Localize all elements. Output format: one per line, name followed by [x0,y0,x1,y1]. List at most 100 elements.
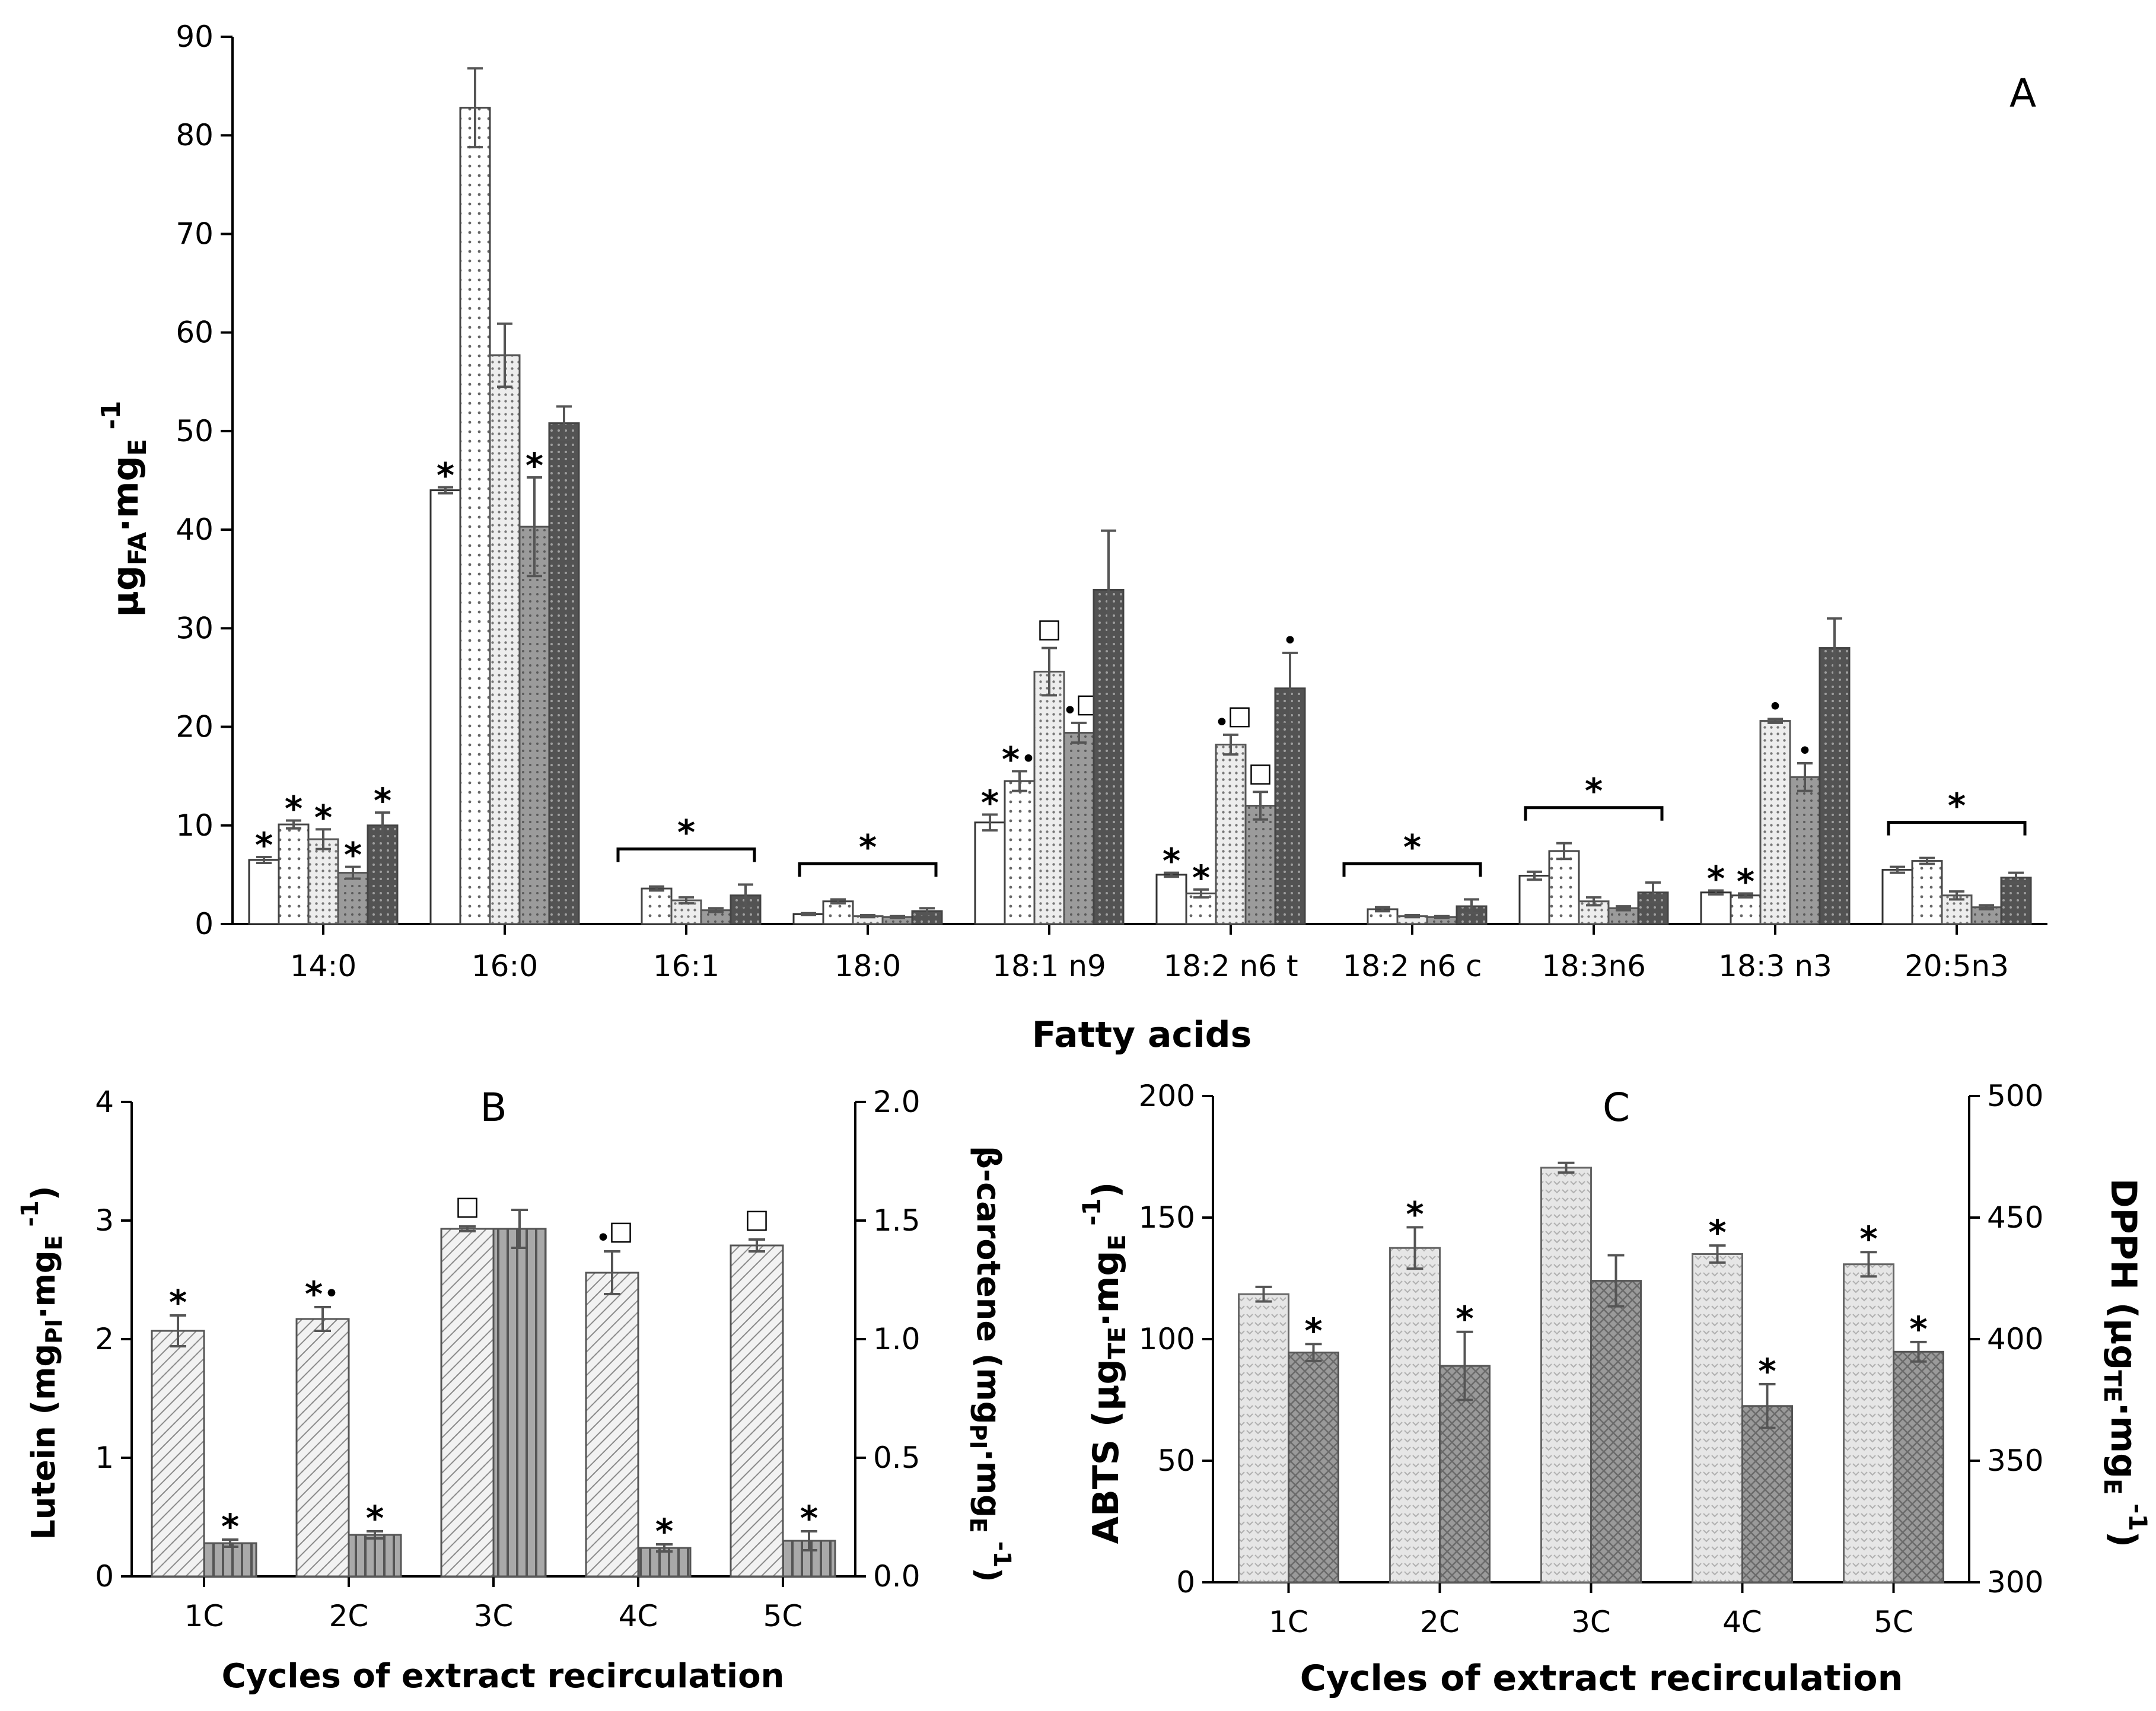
panel-c-left-tick-label: 150 [1139,1200,1195,1235]
panel-a-bracket-mark: * [859,827,877,867]
panel-c-bar-3C-right [1590,1280,1642,1583]
panel-a-group-bracket [1524,806,1664,821]
panel-a-bar-16-0-s5 [548,422,580,925]
panel-c-x-tick-label: 4C [1722,1605,1762,1639]
panel-c-mark-0: * [1909,1309,1927,1349]
panel-c-mark-0: * [1406,1194,1423,1234]
panel-a-mark-0: • [1768,692,1783,722]
panel-a-y-axis-label: μgFA·mgE -1 [96,401,152,617]
panel-b-x-tick-label: 3C [474,1599,514,1633]
panel-b-left-tick-label: 1 [95,1441,114,1475]
panel-b-bar-5C-left [730,1244,784,1578]
panel-a-bar-20-5n3-s5 [2000,877,2032,925]
panel-a-bar-14-0-s1 [248,859,280,925]
panel-a-mark-0: • [1214,708,1230,738]
panel-b-mark-0: * [305,1274,323,1314]
panel-a-mark-0: * [314,797,332,837]
panel-c-bar-3C-left [1540,1167,1592,1583]
panel-c-x-tick-label: 2C [1420,1605,1460,1639]
panel-b-left-tick-label: 4 [95,1085,114,1119]
panel-a-bar-14-0-s5 [367,824,399,925]
panel-b-x-axis-label: Cycles of extract recirculation [222,1657,785,1696]
panel-a-bar-14-0-s3 [307,838,339,925]
panel-a-mark-0: * [1002,739,1020,779]
panel-a-bar-16-0-s1 [429,489,461,925]
panel-c-bar-1C-right [1288,1352,1339,1583]
panel-a-title: A [2009,71,2036,116]
panel-c-left-axis-label: ABTS (μgTE·mgE -1) [1077,1182,1131,1544]
panel-b-left-tick-label: 2 [95,1322,114,1356]
panel-a-bar-18-3-n3-s3 [1759,720,1791,925]
panel-a-bracket-mark: * [1403,827,1421,867]
panel-a-x-tick-label: 18:0 [835,949,901,983]
panel-b-right-tick-label: 0.0 [873,1559,921,1594]
panel-c-left-tick-label: 50 [1157,1444,1195,1478]
panel-b-mark-0: * [169,1282,187,1323]
panel-c-bar-5C-right [1893,1350,1944,1583]
panel-b-x-tick-label: 5C [763,1599,803,1633]
panel-a-y-tick-label: 30 [176,611,214,645]
panel-a-mark-0: * [285,788,302,829]
panel-a-x-tick-label: 14:0 [290,949,356,983]
panel-b-mark-1: • [324,1279,339,1309]
panel-b: B Cycles of extract recirculation Lutein… [17,1085,1015,1696]
panel-c-title: C [1603,1085,1630,1130]
panel-c-x-tick-label: 3C [1571,1605,1611,1639]
panel-c-right-axis-label: DPPH (μgTE·mgE -1) [2098,1178,2152,1547]
panel-b-mark-0: * [655,1511,673,1551]
panel-a-mark-0: □ [1248,757,1273,788]
panel-b-mark-0: • [595,1223,611,1253]
panel-b-left-tick-label: 0 [95,1559,114,1594]
panel-a-x-axis-label: Fatty acids [1032,1014,1252,1056]
panel-a-bar-20-5n3-s2 [1911,860,1943,925]
panel-a-bracket-mark: * [677,813,695,853]
panel-b-right-axis-label: β-carotene (mgPI·mgE -1) [965,1146,1015,1582]
panel-b-x-tick-label: 2C [329,1599,369,1633]
panel-a-bar-16-1-s2 [641,887,673,925]
panel-a-bar-18-3n6-s1 [1518,875,1550,925]
panel-a-bar-18-1-n9-s3 [1033,670,1065,925]
panel-b-mark-0: □ [744,1204,769,1234]
panel-a-x-tick-label: 18:3n6 [1542,949,1646,983]
panel-a-y-tick-label: 60 [176,316,214,350]
panel-c-x-tick-label: 5C [1874,1605,1913,1639]
panel-c-bar-5C-left [1843,1263,1894,1583]
panel-a-bar-18-1-n9-s1 [974,821,1006,925]
panel-a-mark-0: * [437,455,454,496]
panel-b-mark-0: □ [455,1191,480,1221]
panel-a-x-tick-label: 18:3 n3 [1718,949,1832,983]
panel-a-x-tick-label: 18:2 n6 t [1163,949,1298,983]
panel-b-right-tick-label: 1.5 [873,1203,921,1238]
panel-a-bar-18-1-n9-s4 [1063,732,1095,925]
panel-a-bar-14-0-s4 [337,872,369,925]
panel-a: A Fatty acids μgFA·mgE -1 0 10 20 30 40 50 60 7… [96,20,2047,1056]
panel-a-group-bracket [798,862,938,877]
panel-a-y-tick-label: 20 [176,710,214,744]
panel-c-right-tick-label: 500 [1987,1079,2043,1113]
panel-c-bar-4C-left [1692,1253,1743,1583]
panel-a-bar-18-0-s2 [822,900,854,925]
panel-c-mark-0: * [1758,1351,1776,1391]
panel-b-bar-1C-right [203,1542,257,1578]
panel-a-mark-0: * [374,780,391,821]
panel-c-right-tick-label: 400 [1987,1322,2043,1356]
panel-a-bar-20-5n3-s1 [1881,869,1913,925]
panel-b-mark-0: * [366,1498,384,1538]
panel-a-y-tick-label: 0 [195,907,214,941]
panel-c-bar-2C-left [1389,1247,1441,1583]
panel-a-y-tick-label: 40 [176,512,214,547]
panel-c-x-tick-label: 1C [1269,1605,1308,1639]
panel-c-mark-0: * [1708,1212,1726,1253]
panel-a-bar-14-0-s2 [278,823,310,925]
panel-b-right-tick-label: 2.0 [873,1085,921,1119]
panel-b-bar-4C-left [585,1272,639,1578]
panel-a-x-tick-label: 20:5n3 [1905,949,2009,983]
panel-c-mark-0: * [1304,1311,1322,1351]
panel-a-bar-16-0-s3 [489,354,521,925]
panel-c-left-tick-label: 0 [1176,1565,1195,1600]
panel-a-mark-0: * [1163,841,1180,881]
panel-a-bar-18-1-n9-s2 [1004,780,1036,925]
panel-a-mark-0: * [981,782,999,823]
panel-a-mark-0: • [1282,626,1298,656]
